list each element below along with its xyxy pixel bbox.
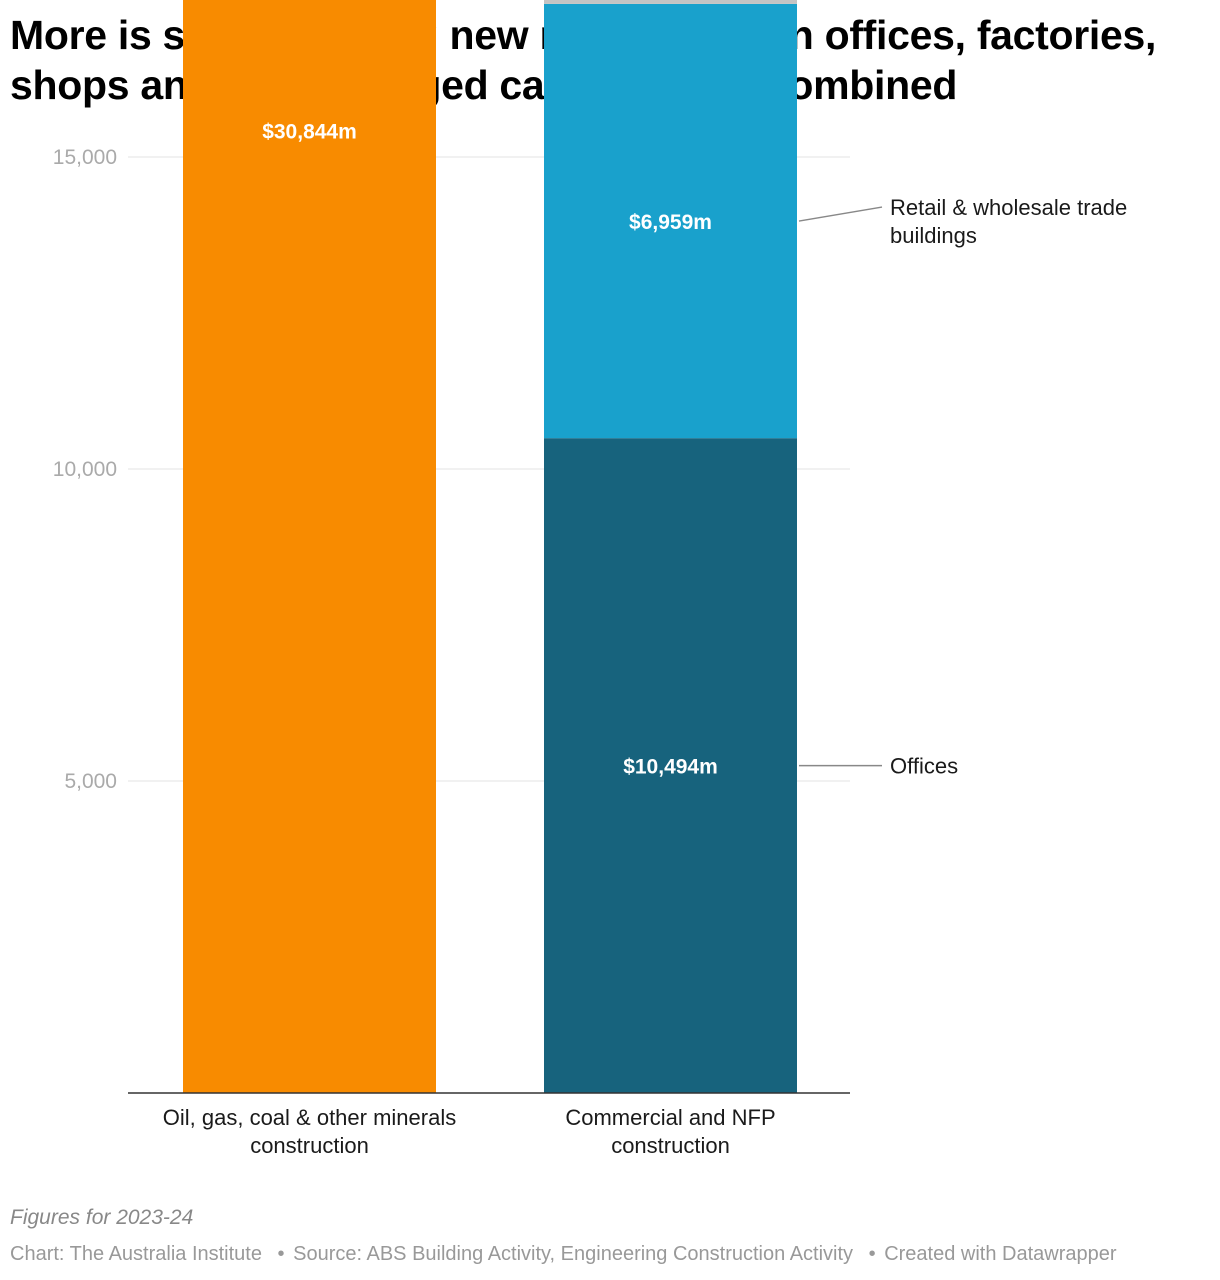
footer-credit: Chart: The Australia Institute — [10, 1243, 262, 1265]
x-tick-label: Commercial and NFP construction — [565, 1105, 775, 1158]
footer-separator: • — [277, 1243, 285, 1265]
y-tick-label: 10,000 — [53, 458, 117, 481]
leader-line — [798, 206, 883, 222]
bar-value-label: $30,844m — [262, 121, 357, 144]
chart-footer: Chart: The Australia Institute • Source:… — [10, 1243, 1117, 1266]
x-tick-label: Oil, gas, coal & other minerals construct… — [163, 1105, 456, 1158]
bar-value-label: $10,494m — [623, 756, 718, 779]
bar-segment — [544, 3, 797, 439]
series-label: Retail & wholesale trade buildings — [890, 195, 1127, 248]
bar-value-labels: $30,844m$10,494m$6,959m$5,510m$4,001m$1,… — [262, 121, 718, 779]
series-labels: Offices Retail & wholesale trade buildings… — [798, 195, 1127, 779]
chart-notes: Figures for 2023-24 — [10, 1206, 194, 1229]
bar-segment — [544, 438, 797, 1093]
footer-created-with: Created with Datawrapper — [884, 1243, 1117, 1265]
bar-segment — [544, 0, 797, 4]
x-axis: Oil, gas, coal & other minerals construct… — [128, 1092, 850, 1158]
y-tick-label: 15,000 — [53, 146, 117, 169]
footer-source: Source: ABS Building Activity, Engineeri… — [293, 1243, 854, 1265]
series-label: Offices — [890, 754, 958, 779]
bars — [183, 0, 797, 1093]
bar-value-label: $6,959m — [629, 211, 712, 234]
bar-segment — [183, 0, 436, 1093]
y-tick-label: 5,000 — [64, 770, 117, 793]
footer-separator: • — [868, 1243, 876, 1265]
